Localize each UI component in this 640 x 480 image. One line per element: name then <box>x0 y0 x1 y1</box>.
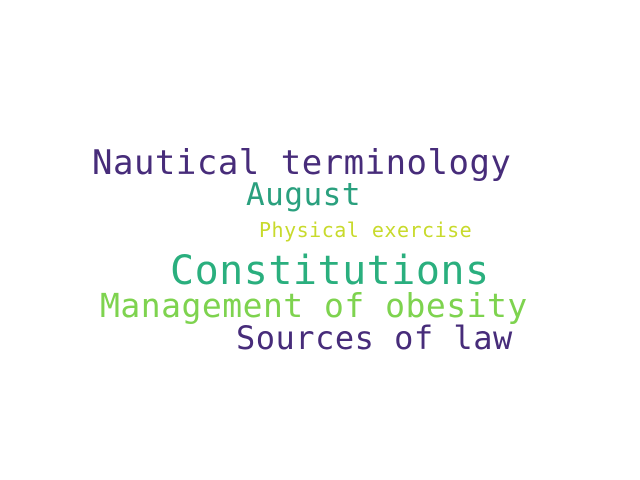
word-sources-of-law: Sources of law <box>236 319 513 357</box>
word-nautical-terminology: Nautical terminology <box>92 143 512 183</box>
word-management-of-obesity: Management of obesity <box>100 286 528 325</box>
word-august: August <box>246 177 361 213</box>
word-physical-exercise: Physical exercise <box>259 218 473 242</box>
word-constitutions: Constitutions <box>170 248 490 294</box>
